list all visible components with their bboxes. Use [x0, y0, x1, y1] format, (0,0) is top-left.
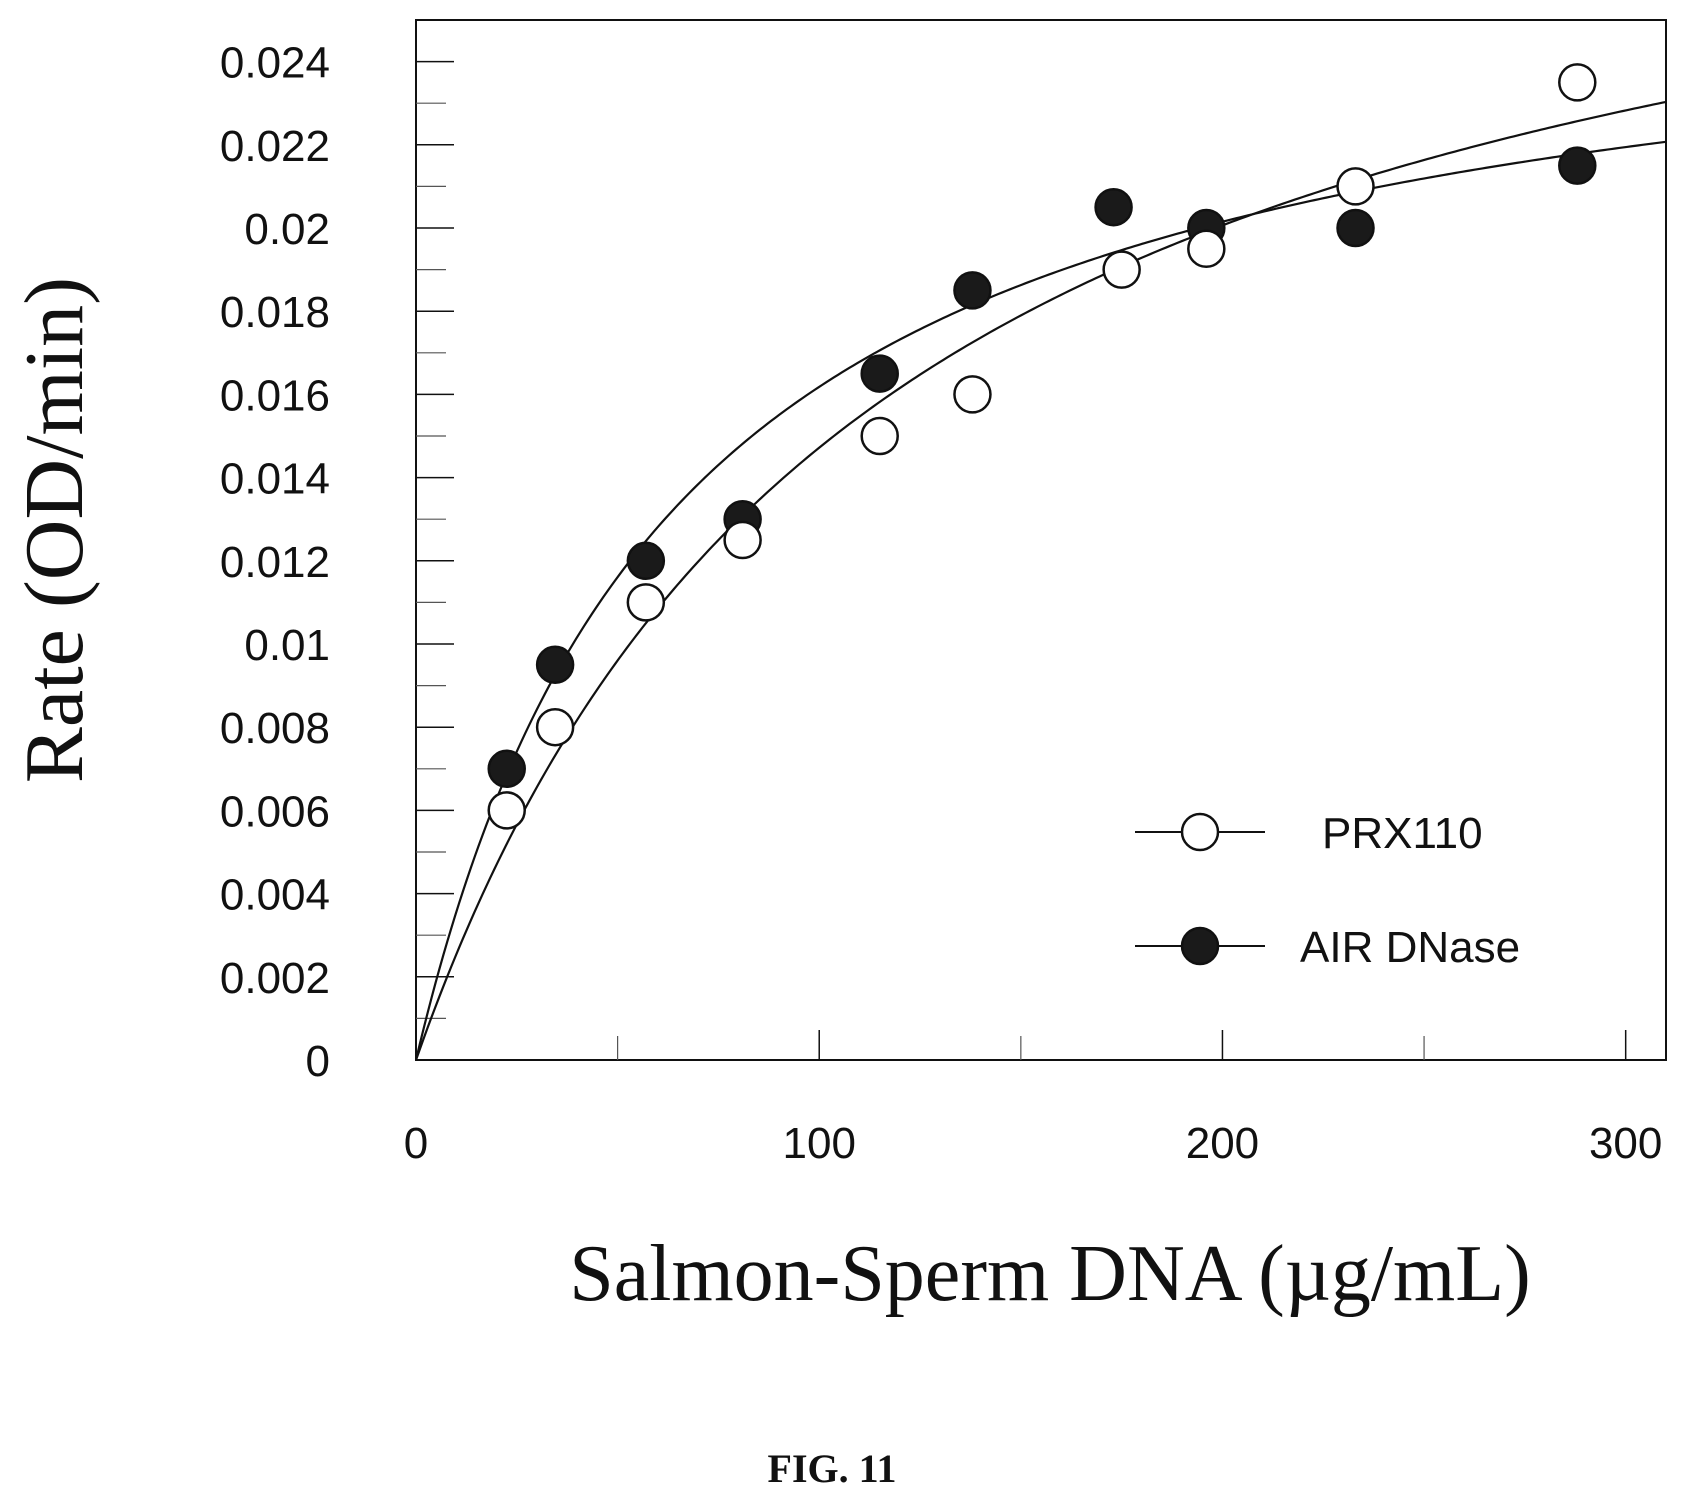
plot-area — [414, 19, 1667, 1061]
y-tick-label: 0.012 — [220, 538, 330, 587]
y-tick-label: 0.022 — [220, 122, 330, 171]
y-tick-label: 0.014 — [220, 455, 330, 504]
point-prx110 — [723, 520, 762, 560]
y-tick-label: 0.024 — [220, 39, 330, 88]
point-prx110 — [1102, 250, 1141, 289]
y-tick-label: 0.006 — [220, 787, 330, 836]
point-prx110 — [1336, 167, 1375, 206]
point-air-dnase — [1558, 146, 1597, 185]
y-tick-label: 0.016 — [220, 371, 330, 420]
legend-label-air-dnase: AIR DNase — [1300, 923, 1520, 972]
y-tick-label: 0.004 — [220, 871, 330, 920]
data-points — [487, 63, 1597, 830]
point-prx110 — [487, 791, 526, 830]
y-tick-label: 0.008 — [220, 704, 330, 753]
point-prx110 — [1187, 229, 1226, 269]
figure-caption: FIG. 11 — [768, 1446, 897, 1491]
point-air-dnase — [953, 271, 992, 310]
fit-curves — [414, 100, 1667, 1061]
point-air-dnase — [626, 541, 666, 581]
x-tick-label: 100 — [783, 1119, 856, 1168]
legend-marker-air-dnase — [1180, 926, 1220, 966]
point-prx110 — [860, 416, 899, 456]
point-prx110 — [626, 583, 666, 622]
y-tick-label: 0.018 — [220, 288, 330, 337]
legend-item-air-dnase: AIR DNase — [1135, 923, 1520, 972]
point-air-dnase — [487, 749, 526, 789]
y-axis-title: Rate (OD/min) — [8, 277, 101, 783]
point-air-dnase — [535, 645, 575, 685]
y-axis: 0 0.002 0.004 0.006 0.008 0.01 0.012 0.014 0.016… — [220, 39, 454, 1086]
point-air-dnase — [1094, 187, 1133, 227]
point-prx110 — [535, 707, 575, 747]
minor-ticks — [416, 102, 1425, 1060]
x-tick-label: 300 — [1589, 1119, 1662, 1168]
fit-curve-air-dnase — [414, 140, 1667, 1061]
legend-label-prx110: PRX110 — [1322, 809, 1483, 858]
point-air-dnase — [1336, 208, 1375, 248]
y-tick-label: 0.02 — [244, 205, 330, 254]
legend: PRX110 AIR DNase — [1135, 809, 1520, 972]
plot-frame — [415, 19, 1667, 1061]
fit-curve-prx110 — [414, 100, 1667, 1061]
x-tick-label: 200 — [1186, 1119, 1259, 1168]
y-tick-label: 0 — [306, 1037, 330, 1086]
x-axis-title: Salmon-Sperm DNA (µg/mL) — [569, 1230, 1531, 1318]
x-axis: 0 100 200 300 — [404, 1030, 1662, 1168]
point-prx110 — [953, 375, 992, 414]
legend-marker-prx110 — [1180, 812, 1220, 852]
y-tick-label: 0.002 — [220, 954, 330, 1003]
x-tick-label: 0 — [404, 1119, 428, 1168]
point-prx110 — [1558, 63, 1597, 102]
legend-item-prx110: PRX110 — [1135, 809, 1483, 858]
y-tick-label: 0.01 — [244, 621, 330, 670]
point-air-dnase — [860, 354, 899, 393]
